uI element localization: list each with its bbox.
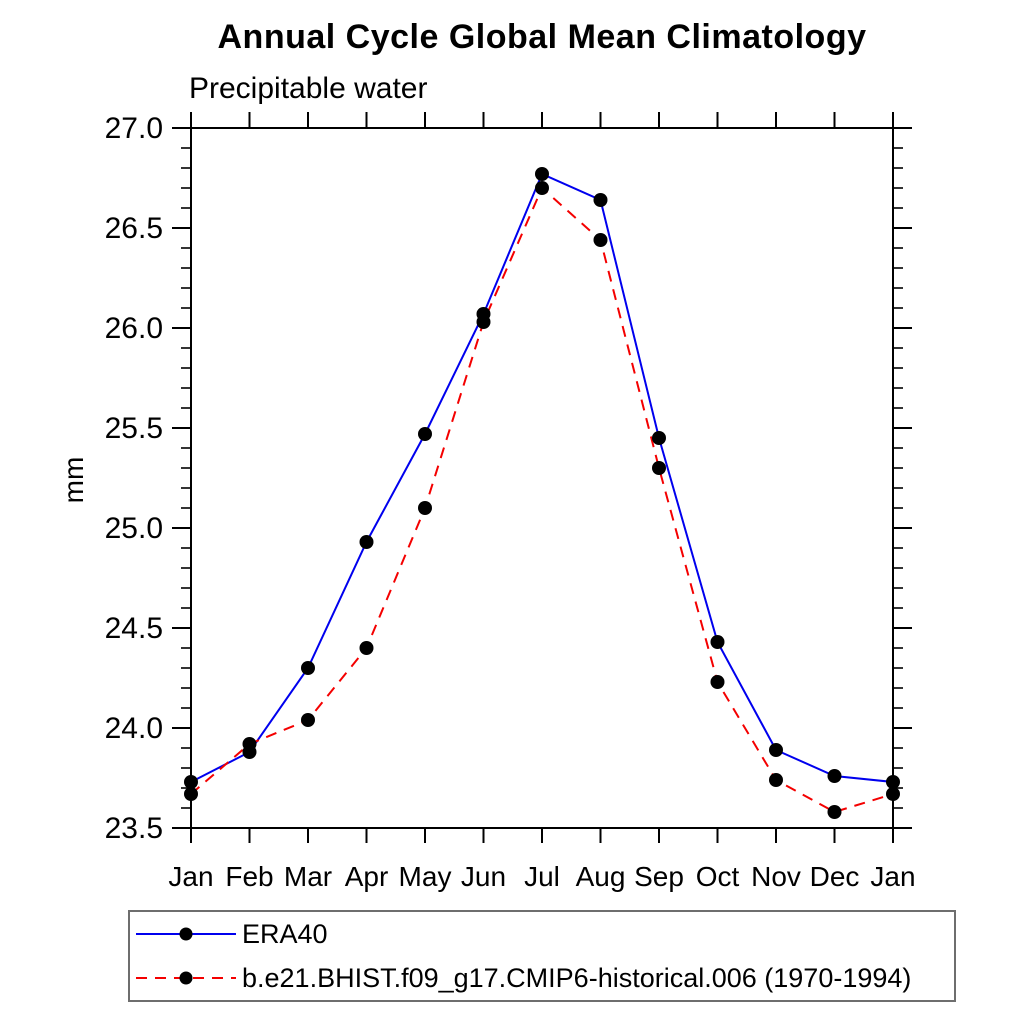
x-tick-label: Feb [225,861,273,892]
data-point [184,787,198,801]
legend-sample-dashed-line [136,971,236,985]
x-tick-label: Jun [461,861,506,892]
x-tick-label: Jan [870,861,915,892]
legend-marker-dot [179,927,193,941]
legend-marker-dot [179,971,193,985]
data-point [769,773,783,787]
data-point [476,315,491,329]
data-point [535,181,549,195]
data-point [710,635,725,649]
chart-title: Annual Cycle Global Mean Climatology [217,18,867,56]
legend-sample-solid-line [136,927,236,941]
x-tick-label: Oct [696,861,740,892]
data-point [593,233,608,247]
legend-label-era40: ERA40 [242,918,328,949]
y-tick-label: 25.0 [105,512,163,545]
data-point [184,775,198,789]
legend-box: ERA40 b.e21.BHIST.f09_g17.CMIP6-historic… [128,910,956,1002]
x-tick-label: Nov [751,861,801,892]
data-point [593,193,608,207]
x-tick-label: Sep [634,861,684,892]
data-point [710,675,725,689]
y-tick-label: 26.5 [105,212,163,245]
data-point [827,805,842,819]
data-point [418,427,432,441]
series-line-era40 [190,172,894,783]
y-tick-label: 27.0 [105,112,163,145]
plot-frame [190,127,894,829]
chart-subtitle: Precipitable water [189,72,428,105]
data-point [242,737,257,751]
y-tick-label: 25.5 [105,412,163,445]
x-tick-label: Jul [524,861,560,892]
x-tick-label: Jan [168,861,213,892]
data-point [827,769,842,783]
y-tick-label: 23.5 [105,812,163,845]
x-tick-label: Aug [576,861,626,892]
data-point [301,713,315,727]
data-point [652,461,666,475]
series-line-model [190,186,894,814]
data-point [535,167,549,181]
data-point [359,641,374,655]
y-tick-label: 24.0 [105,712,163,745]
legend-item-model: b.e21.BHIST.f09_g17.CMIP6-historical.006… [130,956,954,1000]
data-point [359,535,374,549]
legend-item-era40: ERA40 [130,912,954,956]
x-tick-label: May [399,861,452,892]
y-tick-label: 24.5 [105,612,163,645]
x-tick-label: Apr [345,861,389,892]
x-tick-label: Dec [810,861,860,892]
data-point [652,431,666,445]
legend-label-model: b.e21.BHIST.f09_g17.CMIP6-historical.006… [242,962,912,993]
data-point [418,501,432,515]
data-point [769,743,783,757]
y-tick-label: 26.0 [105,312,163,345]
data-point [886,775,900,789]
data-point [301,661,315,675]
data-point [886,787,900,801]
x-tick-label: Mar [284,861,332,892]
